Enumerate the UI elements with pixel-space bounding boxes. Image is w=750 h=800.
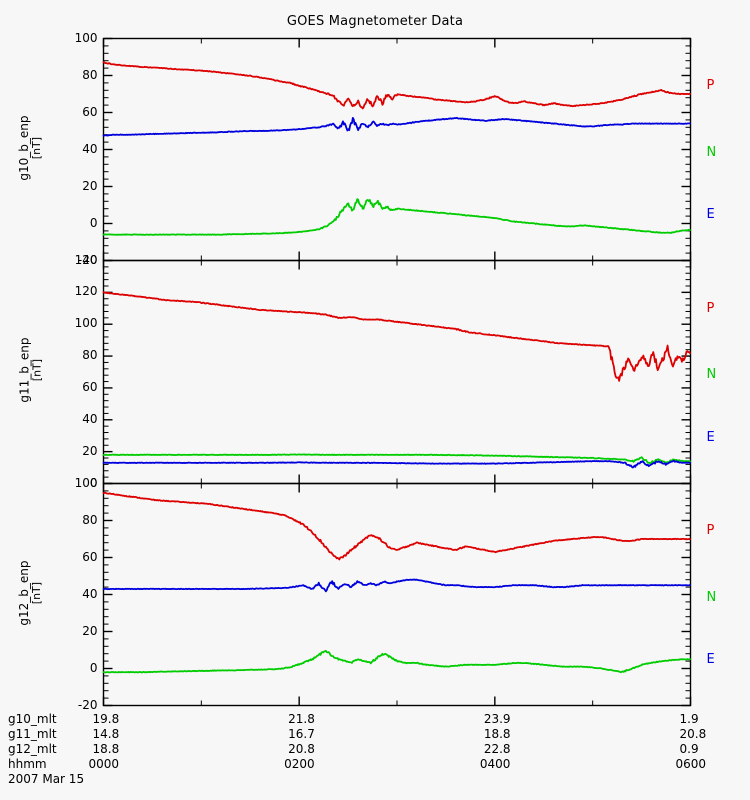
footer-row-value: 21.8 [288, 712, 315, 726]
y-axis-tick-label: 60 [82, 549, 98, 564]
y-axis-tick-label: 120 [74, 284, 98, 299]
footer-row: hhmm 0000 0200 0400 0600 [0, 757, 750, 772]
y-axis-tick-label: 0 [89, 475, 98, 490]
y-axis-tick-label: 100 [74, 30, 98, 45]
y-axis-tick-label: 80 [82, 512, 98, 527]
footer-row-value: 22.8 [483, 742, 511, 756]
footer-row-value: 14.8 [92, 727, 120, 741]
y-axis-tick-label: 40 [82, 141, 98, 156]
y-axis-tick-label: 80 [82, 67, 98, 82]
y-axis-unit: [nT] [29, 358, 43, 382]
y-axis-tick-label: 80 [82, 348, 98, 363]
footer-row-value: 1.9 [679, 712, 699, 726]
y-axis-label-text: g12_b_enp [16, 560, 31, 626]
footer-row-value: 0200 [284, 757, 315, 771]
y-axis-tick-label: 40 [82, 586, 98, 601]
footer-row-key: hhmm [8, 757, 47, 771]
series-label-e: E [706, 207, 715, 223]
series-label-p: P [706, 523, 715, 539]
y-axis-tick-label: 20 [82, 443, 98, 458]
y-axis-tick-label: -20 [77, 697, 98, 712]
y-axis-label-text: g10_b_enp [16, 115, 31, 181]
footer-row-value: 18.8 [92, 742, 120, 756]
footer-row-value: 0400 [479, 757, 511, 771]
y-axis-tick-label: 20 [82, 623, 98, 638]
y-axis-tick-label: 20 [82, 178, 98, 193]
footer-row-value: 0.9 [679, 742, 699, 756]
footer-row-value: 19.8 [92, 712, 120, 726]
footer-row-key: g12_mlt [8, 742, 57, 756]
series-label-n: N [706, 144, 717, 160]
y-axis-label-g11_b_enp: g11_b_enp [nT] [16, 259, 43, 482]
footer-row-key: g10_mlt [8, 712, 57, 726]
footer-row-value: 16.7 [288, 727, 315, 741]
footer-axis-table: g10_mlt 19.8 21.8 23.9 1.9 g11_mlt 14.8 16.7 18.… [0, 712, 750, 786]
series-label-n: N [706, 589, 717, 605]
y-axis-tick-label: 60 [82, 104, 98, 119]
footer-row: g12_mlt 18.8 20.8 22.8 0.9 [0, 742, 750, 757]
y-axis-tick-label: -20 [77, 252, 98, 267]
footer-row-value: 20.8 [679, 727, 707, 741]
series-label-p: P [706, 300, 715, 316]
y-axis-tick-label: 0 [89, 660, 98, 675]
plot-date: 2007 Mar 15 [8, 772, 85, 786]
footer-row-value: 20.8 [288, 742, 315, 756]
y-axis-tick-label: 40 [82, 411, 98, 426]
y-axis-tick-label: 140 [74, 252, 98, 267]
page-title: GOES Magnetometer Data [286, 14, 464, 29]
footer-row-value: 18.8 [483, 727, 511, 741]
y-axis-tick-label: 100 [74, 475, 98, 490]
y-axis-tick-label: 0 [89, 215, 98, 230]
series-label-e: E [706, 652, 715, 668]
y-axis-tick-label: 60 [82, 379, 98, 394]
y-axis-label-text: g11_b_enp [16, 337, 31, 403]
footer-row-value: 0000 [88, 757, 120, 771]
footer-row: g10_mlt 19.8 21.8 23.9 1.9 [0, 712, 750, 727]
y-axis-unit: [nT] [29, 136, 43, 159]
y-axis-label-g10_b_enp: g10_b_enp [nT] [16, 37, 43, 259]
y-axis-tick-label: 100 [74, 316, 98, 331]
footer-row-key: g11_mlt [8, 727, 57, 741]
series-label-p: P [706, 78, 715, 94]
footer-row-value: 0600 [675, 757, 707, 771]
series-label-n: N [706, 367, 717, 383]
y-axis-label-g12_b_enp: g12_b_enp [nT] [16, 482, 43, 704]
footer-row: g11_mlt 14.8 16.7 18.8 20.8 [0, 727, 750, 742]
y-axis-unit: [nT] [29, 581, 43, 604]
series-label-e: E [706, 429, 715, 445]
footer-row-value: 23.9 [483, 712, 511, 726]
